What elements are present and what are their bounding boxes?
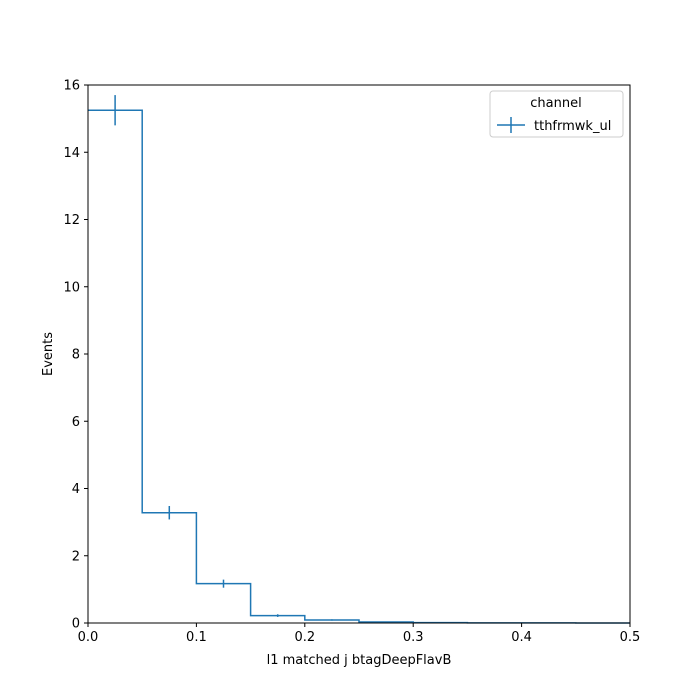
y-tick-label: 4 <box>72 482 80 497</box>
x-axis-label: l1 matched j btagDeepFlavB <box>267 653 452 668</box>
x-axis-ticks: 0.0 0.1 0.2 0.3 0.4 0.5 <box>78 623 641 645</box>
legend: channel tthfrmwk_ul <box>489 90 624 138</box>
y-tick-label: 6 <box>72 415 80 430</box>
y-axis-label: Events <box>41 332 56 376</box>
y-tick-label: 2 <box>72 549 80 564</box>
y-tick-label: 0 <box>72 617 80 632</box>
legend-entry-tthfrmwk_ul: tthfrmwk_ul <box>534 119 611 134</box>
y-tick-label: 12 <box>63 213 80 228</box>
x-tick-label: 0.5 <box>620 630 641 645</box>
legend-marker-tthfrmwk_ul <box>497 117 525 133</box>
x-tick-label: 0.1 <box>186 630 207 645</box>
plot-area <box>88 95 630 624</box>
x-tick-label: 0.0 <box>78 630 99 645</box>
series-step-line-tthfrmwk_ul <box>88 109 630 624</box>
y-tick-label: 14 <box>63 146 80 161</box>
y-tick-label: 8 <box>72 348 80 363</box>
x-tick-label: 0.3 <box>403 630 424 645</box>
x-tick-label: 0.4 <box>511 630 532 645</box>
x-tick-label: 0.2 <box>294 630 315 645</box>
axes-frame <box>87 84 631 624</box>
y-axis-ticks: 0 2 4 6 8 10 12 14 16 <box>63 79 88 632</box>
legend-title: channel <box>530 96 581 111</box>
y-tick-label: 16 <box>63 79 80 94</box>
y-tick-label: 10 <box>63 280 80 295</box>
